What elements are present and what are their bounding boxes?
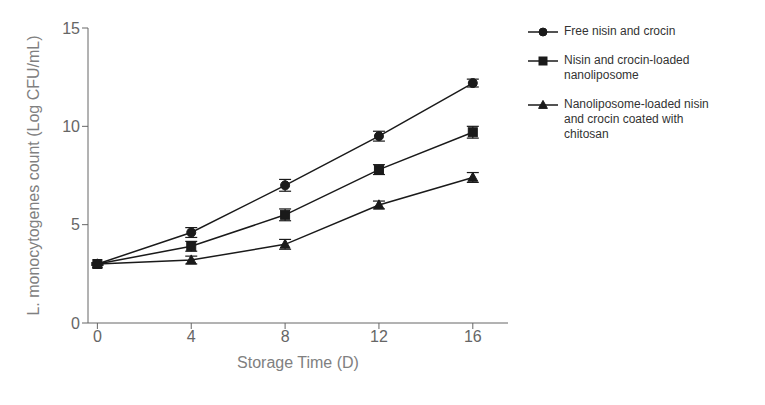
svg-text:8: 8 xyxy=(281,328,290,345)
html-text:Nanoliposome-loaded nisin and: Nanoliposome-loaded nisin and crocin coa… xyxy=(564,97,709,141)
svg-text:10: 10 xyxy=(62,118,80,135)
svg-text:16: 16 xyxy=(464,328,482,345)
svg-text:4: 4 xyxy=(187,328,196,345)
svg-text:0: 0 xyxy=(93,328,102,345)
svg-text:0: 0 xyxy=(71,315,80,332)
svg-text:Storage Time (D): Storage Time (D) xyxy=(237,354,359,371)
html-text:Nisin and crocin-loaded nanoli: Nisin and crocin-loaded nanoliposome xyxy=(564,53,690,82)
svg-text:5: 5 xyxy=(71,216,80,233)
html-text:Free nisin and crocin: Free nisin and crocin xyxy=(564,24,676,38)
svg-text:12: 12 xyxy=(370,328,388,345)
svg-text:15: 15 xyxy=(62,20,80,37)
svg-text:L. monocytogenes count (Log CF: L. monocytogenes count (Log CFU/mL) xyxy=(25,35,42,315)
